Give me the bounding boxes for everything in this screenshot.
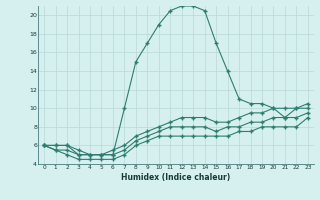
- X-axis label: Humidex (Indice chaleur): Humidex (Indice chaleur): [121, 173, 231, 182]
